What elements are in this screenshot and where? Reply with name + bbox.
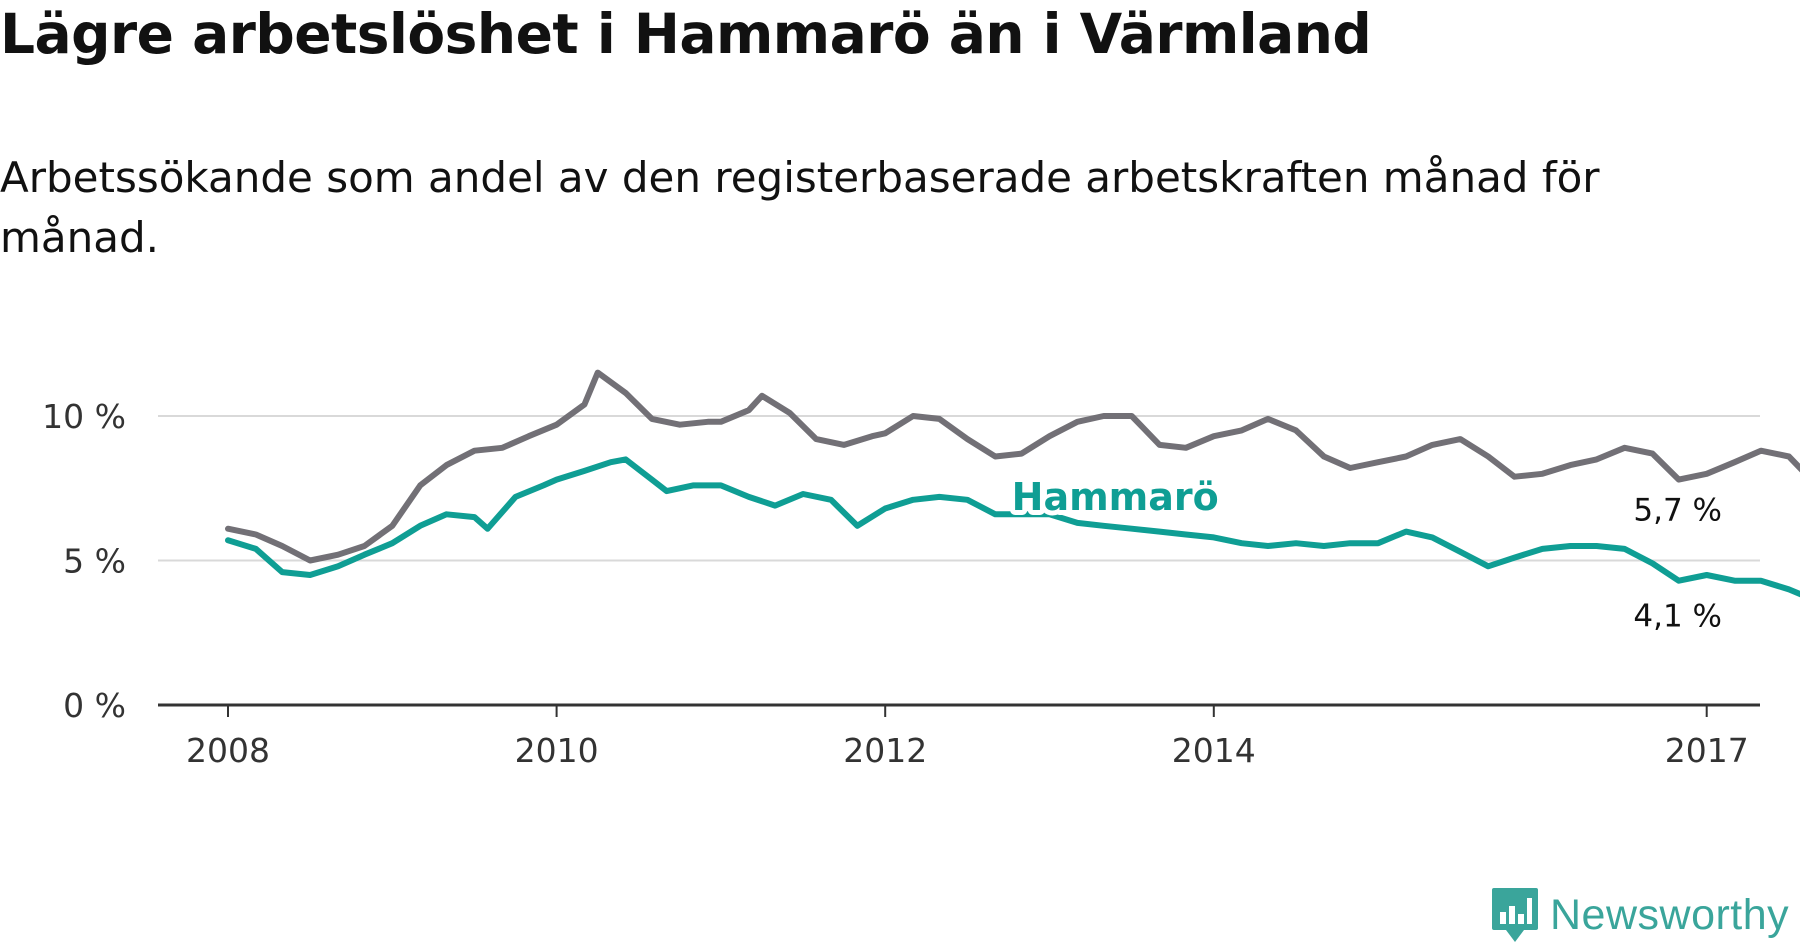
chart-subtitle: Arbetssökande som andel av den registerb… xyxy=(0,153,1600,262)
brand-logo: Newsworthy xyxy=(1490,886,1789,944)
x-axis-ticks: 200820102012201420172019202120232025 xyxy=(186,705,1749,770)
chart-title: Lägre arbetslöshet i Hammarö än i Värmla… xyxy=(0,2,1372,66)
series-line-hammaro xyxy=(225,456,1800,598)
y-tick-label: 5 % xyxy=(63,542,126,581)
x-tick-label: 2008 xyxy=(186,731,270,770)
series-lines xyxy=(225,369,1800,598)
y-axis-ticks: 0 % 5 % 10 % xyxy=(42,397,126,725)
series-line-varmland xyxy=(225,369,1800,564)
series-label-hammaro: Hammarö xyxy=(1012,475,1219,519)
grid-lines xyxy=(158,415,1760,562)
newsworthy-logo-icon xyxy=(1492,888,1538,942)
y-tick-label: 0 % xyxy=(63,686,126,725)
x-tick-label: 2012 xyxy=(843,731,927,770)
series-labels: 5,7 %4,1 %HammaröVärmland xyxy=(1007,470,1722,635)
end-value-label-varmland: 5,7 % xyxy=(1633,492,1722,528)
brand-name: Newsworthy xyxy=(1550,890,1790,939)
end-value-label-hammaro: 4,1 % xyxy=(1633,599,1722,635)
x-tick-label: 2017 xyxy=(1665,731,1749,770)
x-tick-label: 2014 xyxy=(1172,731,1256,770)
x-tick-label: 2010 xyxy=(515,731,599,770)
y-tick-label: 10 % xyxy=(42,397,126,436)
